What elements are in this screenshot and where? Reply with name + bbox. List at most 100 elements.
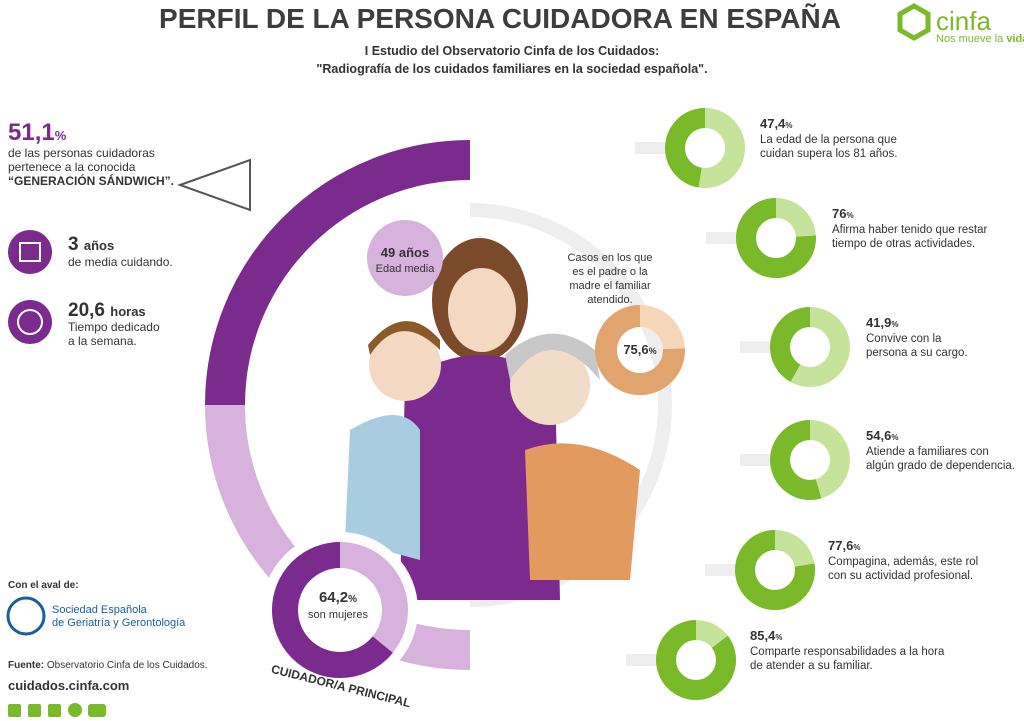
stat-text: de media cuidando. <box>68 255 173 269</box>
social-icon[interactable] <box>68 703 82 717</box>
stat-text: de las personas cuidadoras <box>8 146 155 160</box>
parents-line: atendido. <box>587 294 632 306</box>
stat-unit: % <box>775 633 782 642</box>
stat-unit: años <box>84 238 114 253</box>
subtitle: "Radiografía de los cuidados familiares … <box>316 62 707 76</box>
social-icon[interactable] <box>8 704 21 717</box>
calendar-icon <box>8 230 52 274</box>
stat-text: algún grado de dependencia. <box>866 460 1015 472</box>
stat-emphasis: “GENERACIÓN SÁNDWICH”. <box>8 173 174 188</box>
brand-name: cinfa <box>936 6 991 36</box>
stat-number: 77,6 <box>828 538 853 553</box>
stat-value: 20,6 horas <box>68 300 146 321</box>
age-number: 49 <box>381 245 395 260</box>
stat-text: Afirma haber tenido que restar <box>832 224 988 236</box>
subtitle: I Estudio del Observatorio Cinfa de los … <box>365 44 659 58</box>
stat-number: 85,4 <box>750 628 776 643</box>
stat-text: Tiempo dedicado <box>68 320 160 334</box>
pointer-arrow <box>177 158 251 212</box>
parents-line: Casos en los que <box>568 252 653 264</box>
family-illustration <box>345 238 640 600</box>
donut-arc <box>770 307 850 387</box>
age-value: 49 años <box>381 245 429 260</box>
stat-value: 51,1% <box>8 119 67 146</box>
tagline-prefix: Nos mueve la <box>936 33 1004 45</box>
source-text: Observatorio Cinfa de los Cuidados. <box>44 660 207 671</box>
logo-icon <box>897 3 931 41</box>
stat-number: 3 <box>68 234 79 255</box>
donut-arc <box>736 198 816 278</box>
stat-text: Atiende a familiares con <box>866 446 989 458</box>
stat-unit: % <box>853 543 860 552</box>
social-icon[interactable] <box>48 704 61 717</box>
stat-value: 47,4% <box>760 116 792 131</box>
source: Fuente: Observatorio Cinfa de los Cuidad… <box>8 660 208 671</box>
stat-number: 20,6 <box>68 300 105 321</box>
tagline: Nos mueve la vida <box>936 33 1024 45</box>
clock-icon <box>8 300 52 344</box>
connector <box>706 232 746 244</box>
tagline-emphasis: vida <box>1006 33 1024 45</box>
org-name: de Geriatría y Gerontología <box>52 617 186 629</box>
age-unit: años <box>399 245 429 260</box>
stat-unit: % <box>785 121 792 130</box>
donut-arc <box>770 420 850 500</box>
stat-unit: horas <box>110 304 145 319</box>
stat-number: 51,1 <box>8 119 55 146</box>
parents-value: 75,6% <box>623 342 656 357</box>
stat-text: Convive con la <box>866 333 942 345</box>
url: cuidados.cinfa.com <box>8 678 129 693</box>
source-label: Fuente: <box>8 660 44 671</box>
stat-text: cuidan supera los 81 años. <box>760 148 897 160</box>
stat-value: 41,9% <box>866 315 898 330</box>
donut-arc <box>735 530 815 610</box>
donut-arc <box>656 620 736 700</box>
age-caption: Edad media <box>376 263 436 275</box>
women-caption: son mujeres <box>308 609 368 621</box>
women-value: 64,2% <box>319 589 357 606</box>
connector <box>626 654 666 666</box>
parents-number: 75,6 <box>623 342 648 357</box>
stat-number: 76 <box>832 206 846 221</box>
donut-arc <box>595 305 685 395</box>
connector <box>635 142 675 154</box>
stat-text: tiempo de otras actividades. <box>832 238 975 250</box>
society-logo <box>6 596 46 636</box>
stat-unit: % <box>55 128 67 143</box>
stat-value: 3 años <box>68 234 114 255</box>
parents-line: madre el familiar <box>569 280 651 292</box>
stat-text: a la semana. <box>68 334 137 348</box>
ring-dark <box>205 140 471 406</box>
org-name: Sociedad Española <box>52 604 148 616</box>
stat-number: 47,4 <box>760 116 786 131</box>
stat-value: 76% <box>832 206 854 221</box>
age-bubble <box>367 220 443 296</box>
stat-text: Compagina, además, este rol <box>828 556 978 568</box>
stat-value: 77,6% <box>828 538 860 553</box>
parents-text: Casos en los que es el padre o la madre el… <box>568 252 653 306</box>
social-icon[interactable] <box>88 704 106 717</box>
social-icon[interactable] <box>28 704 41 717</box>
donut-arc <box>272 542 408 678</box>
stat-text: Comparte responsabilidades a la hora <box>750 646 945 658</box>
stat-number: 41,9 <box>866 315 891 330</box>
social-icons <box>8 703 106 717</box>
connector <box>705 564 745 576</box>
calendar-glyph <box>19 242 41 262</box>
donut-arc <box>665 108 745 188</box>
stat-unit: % <box>891 433 898 442</box>
stat-unit: % <box>891 320 898 329</box>
title: PERFIL DE LA PERSONA CUIDADORA EN ESPAÑA <box>159 3 841 34</box>
stat-unit: % <box>846 211 853 220</box>
stat-number: 54,6 <box>866 428 891 443</box>
women-number: 64,2 <box>319 589 348 606</box>
stat-value: 54,6% <box>866 428 898 443</box>
connector <box>740 341 780 353</box>
parents-line: es el padre o la <box>572 266 648 278</box>
women-unit: % <box>348 594 357 605</box>
stat-value: 85,4% <box>750 628 782 643</box>
stat-text: pertenece a la conocida <box>8 160 136 174</box>
stat-text: de atender a su familiar. <box>750 660 873 672</box>
stat-text: La edad de la persona que <box>760 134 897 146</box>
